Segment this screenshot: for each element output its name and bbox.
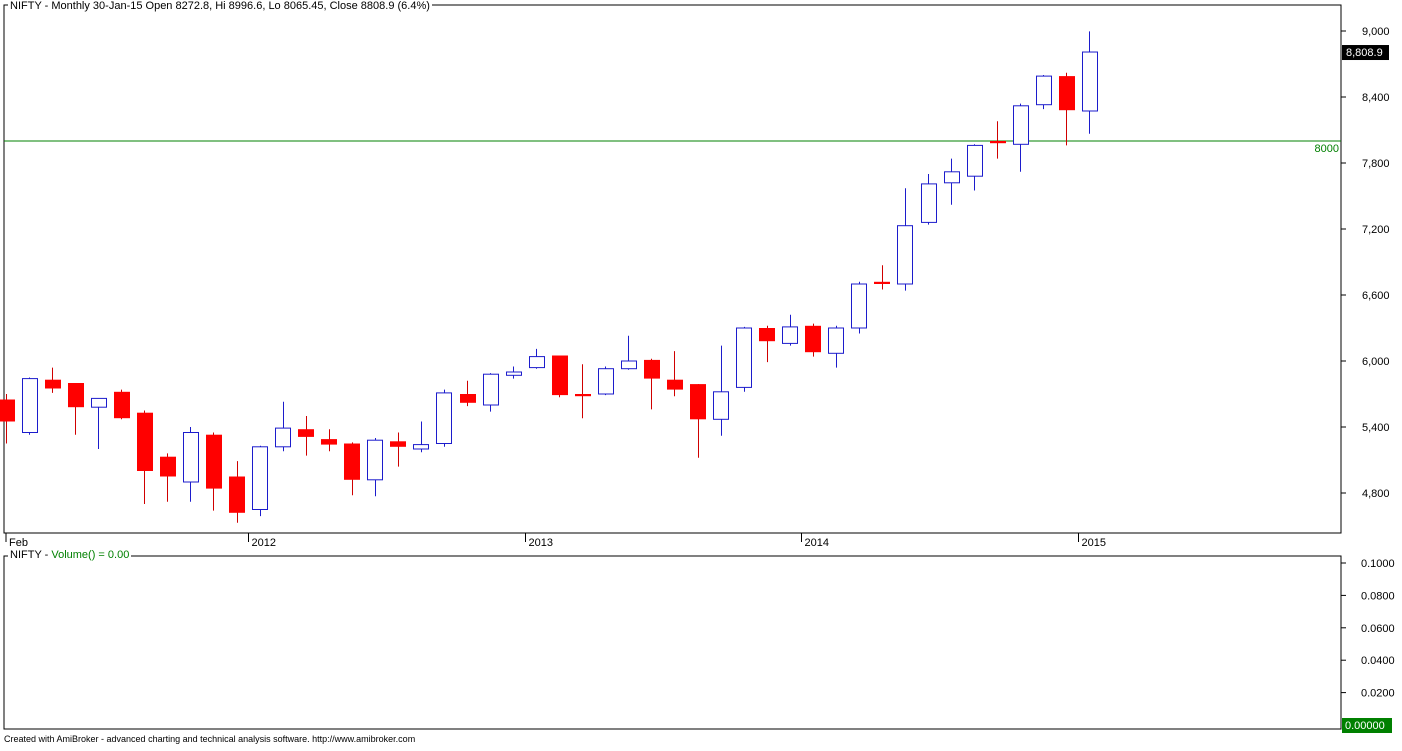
candle-body-up [506, 371, 522, 376]
x-tick-label: 2015 [1082, 537, 1106, 549]
y-tick-label: 4,800 [1362, 488, 1390, 500]
candle-body-up [736, 327, 752, 388]
candle-body-down [874, 281, 890, 284]
last-price-badge [1342, 45, 1389, 61]
volume-y-tick-label: 0.0800 [1361, 590, 1395, 602]
candle-body-down [160, 456, 176, 477]
candle-body-down [460, 394, 476, 403]
volume-pane-title: NIFTY - Volume() = 0.00 [8, 549, 132, 561]
candle-body-down [552, 355, 568, 396]
candle-body-down [298, 429, 314, 437]
footer-credit: Created with AmiBroker - advanced charti… [4, 734, 416, 744]
x-tick-label: Feb [9, 537, 28, 549]
candles-series [0, 31, 1098, 523]
candle-body-up [967, 144, 983, 177]
volume-value-label: Volume() = 0.00 [51, 549, 130, 561]
last-volume-label: 0.00000 [1345, 720, 1385, 732]
price-gridlines: 8000 [4, 140, 1341, 155]
candle-body-up [529, 356, 545, 369]
candle-body-down [575, 394, 591, 397]
candle-body-down [690, 384, 706, 420]
y-tick-label: 7,800 [1362, 158, 1390, 170]
candle-body-down [759, 328, 775, 342]
ohlc-summary: Monthly 30-Jan-15 Open 8272.8, Hi 8996.6… [51, 0, 430, 12]
candle-body-down [229, 476, 245, 513]
volume-pane-frame [3, 555, 1342, 730]
volume-y-tick-label: 0.0400 [1361, 655, 1395, 667]
axes: 9,000 8,400 7,800 7,200 6,600 6,000 5,400 4,800… [5, 26, 1395, 733]
candle-body-up [851, 283, 867, 329]
candle-body-down [0, 399, 15, 422]
volume-symbol-label: NIFTY [10, 549, 42, 561]
candle-body-up [252, 446, 268, 510]
candle-body-up [1036, 75, 1052, 106]
candle-body-up [598, 368, 614, 395]
price-pane-frame [3, 4, 1342, 534]
candle-body-up [183, 432, 199, 483]
candle-body-down [644, 359, 660, 379]
candle-body-down [990, 141, 1006, 144]
candle-body-down [805, 325, 821, 353]
candle-body-down [206, 434, 222, 489]
last-volume-badge [1342, 718, 1392, 733]
y-tick-label: 5,400 [1362, 422, 1390, 434]
candle-body-up [621, 360, 637, 370]
candle-body-up [483, 373, 499, 406]
candle-body-down [114, 391, 130, 419]
y-tick-label: 9,000 [1362, 26, 1390, 38]
candle-body-up [436, 392, 452, 444]
y-tick-label: 8,400 [1362, 92, 1390, 104]
candle-body-up [91, 397, 107, 408]
candle-body-down [45, 379, 61, 389]
candle-body-up [1082, 51, 1098, 112]
support-line-label: 8000 [1315, 143, 1339, 155]
candle-body-up [713, 391, 729, 420]
last-price-label: 8,808.9 [1346, 47, 1383, 59]
price-pane-title: NIFTY - Monthly 30-Jan-15 Open 8272.8, H… [8, 0, 432, 12]
candle-body-down [137, 412, 153, 471]
candle-body-down [321, 439, 337, 445]
candle-body-up [1013, 105, 1029, 145]
candle-body-down [667, 379, 683, 390]
candle-body-down [68, 383, 84, 408]
candle-body-up [413, 444, 429, 450]
y-tick-label: 6,000 [1362, 356, 1390, 368]
candle-body-up [944, 171, 960, 184]
candle-body-up [921, 183, 937, 223]
x-tick-label: 2014 [805, 537, 829, 549]
x-tick-label: 2013 [529, 537, 553, 549]
candle-body-down [390, 441, 406, 447]
candle-body-up [22, 378, 38, 434]
y-tick-label: 7,200 [1362, 224, 1390, 236]
candle-body-down [344, 443, 360, 480]
candle-body-up [275, 427, 291, 448]
candle-body-up [367, 439, 383, 481]
candle-body-down [1059, 76, 1075, 111]
volume-y-tick-label: 0.1000 [1361, 558, 1395, 570]
candle-body-up [782, 326, 798, 344]
candle-body-up [828, 327, 844, 354]
candle-body-up [897, 225, 913, 285]
volume-y-tick-label: 0.0600 [1361, 623, 1395, 635]
volume-y-tick-label: 0.0200 [1361, 688, 1395, 700]
x-tick-label: 2012 [252, 537, 276, 549]
symbol-label: NIFTY [10, 0, 42, 12]
y-tick-label: 6,600 [1362, 290, 1390, 302]
